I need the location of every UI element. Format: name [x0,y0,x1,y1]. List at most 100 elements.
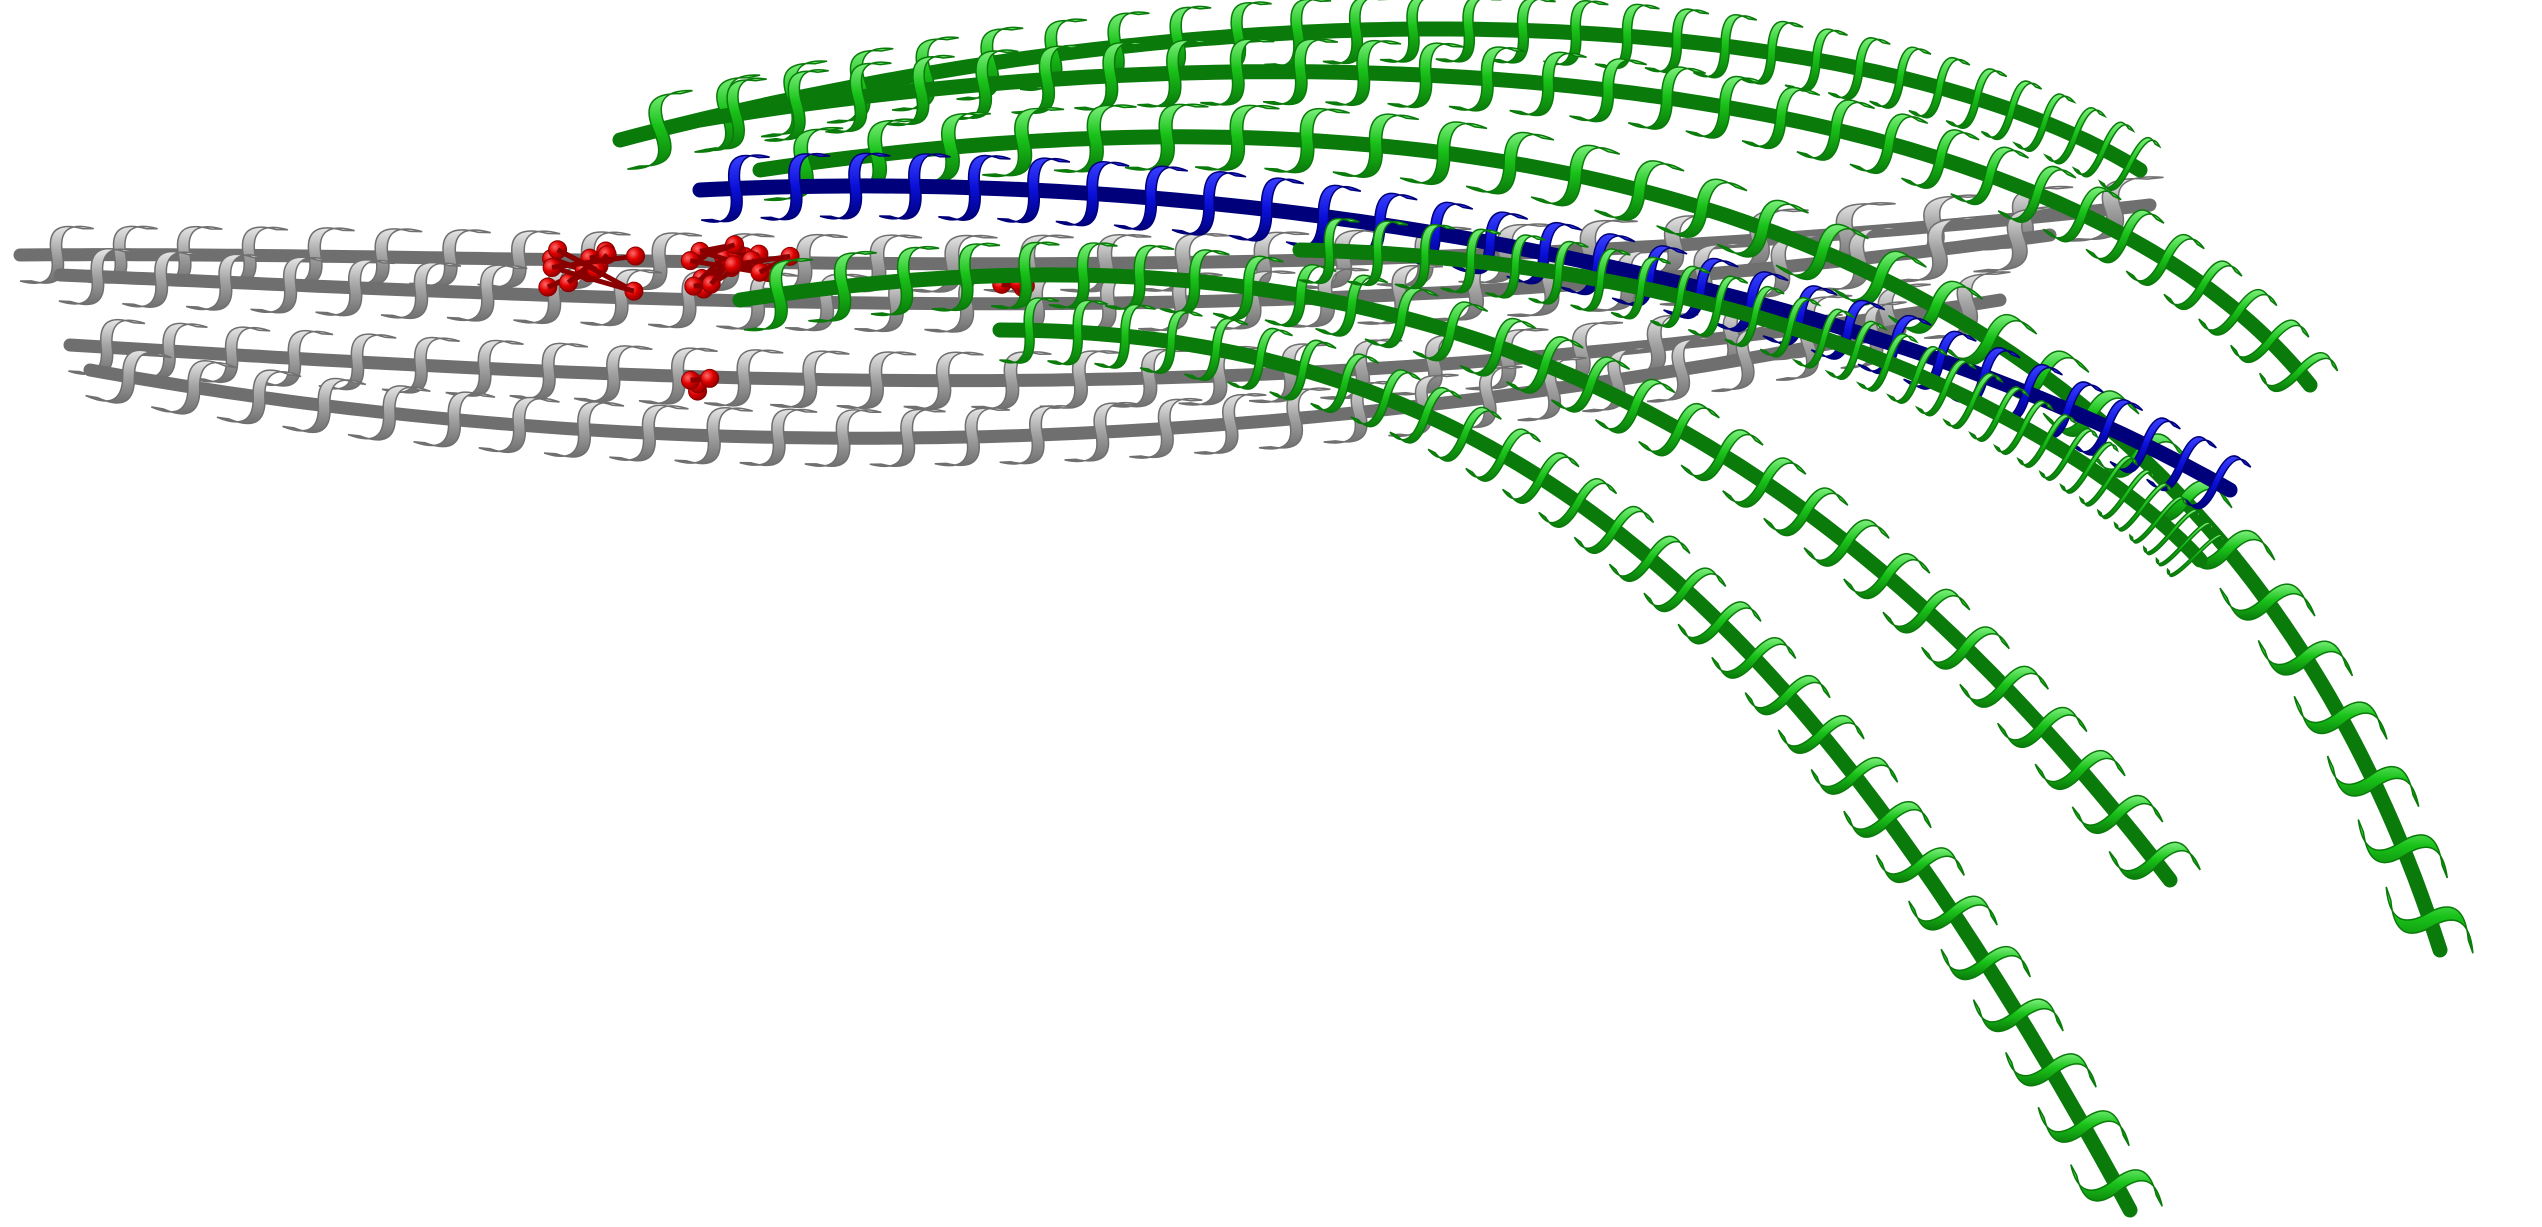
green-helix-back-2-turn [2085,209,2165,264]
blue-helix-1-turn [1228,177,1305,242]
green-helix-back-1-turn [627,89,693,170]
green-helix-front-2-turn [1501,452,1580,504]
grey-helix-2-turn [315,259,396,317]
green-helix-front-2-turn [1227,327,1293,390]
green-helix-back-2-turn [1796,99,1876,161]
green-helix-front-2-turn [1465,428,1542,482]
grey-helix-2-turn [446,264,528,322]
grey-helix-1-turn [409,229,491,287]
green-helix-bundle-front [732,217,2225,1218]
green-helix-front-3-turn [1942,372,2004,429]
green-helix-front-2-turn [1940,945,2031,981]
green-helix-front-1-turn [743,258,813,332]
grey-helix-1-turn [275,227,355,286]
grey-helix-4-turn [1517,356,1587,422]
green-helix-front-2-turn [1777,714,1865,755]
grey-helix-4-turn [543,401,625,458]
grey-helix-3-turn [130,322,208,380]
ligand-cluster-1 [538,240,646,301]
green-helix-front-2-turn [1608,535,1691,582]
grey-helix-4-turn [674,407,753,465]
green-helix-front-2-backbone [992,322,2138,1218]
green-helix-front-2-turn [1047,299,1109,366]
green-helix-front-2-turn [1711,637,1797,679]
green-helix-back-3-turn [1124,103,1209,171]
green-helix-back-1-turn [1945,68,2008,129]
green-helix-front-2-turn [2070,1164,2163,1207]
grey-helix-4-turn [934,407,1010,467]
green-helix-back-3-turn [1716,199,1809,258]
green-helix-front-2-turn [1677,601,1762,645]
green-helix-front-1-turn [2034,749,2126,791]
green-helix-back-2-turn [1011,44,1083,115]
grey-helix-4-turn [347,385,431,441]
blue-helix-1-turn [2146,436,2217,492]
green-helix-front-2-turn [1744,674,1831,716]
green-helix-front-3-turn [2059,441,2119,494]
grey-helix-3-turn [1465,328,1549,391]
ligand-bond [551,265,635,294]
green-helix-back-2-turn [2163,260,2243,311]
grey-helix-3-turn [903,351,984,410]
green-helix-front-2-turn [1094,303,1156,369]
green-helix-back-3-turn [909,111,991,184]
grey-helix-1-turn [477,230,561,288]
ligand-bond [556,247,636,294]
grey-helix-3-turn [192,326,271,384]
grey-helix-3-turn [1539,321,1624,385]
green-helix-front-1-turn [1550,356,1631,413]
green-helix-front-3-turn [1298,217,1360,285]
green-helix-front-1-turn [1412,301,1489,362]
green-helix-front-3-turn [2166,533,2225,578]
green-helix-back-3-turn [2293,695,2388,740]
grey-helix-4-turn [150,360,237,415]
grey-helix-4-turn [1258,387,1331,450]
green-helix-back-1-turn [1644,8,1710,74]
grey-helix-2-turn [58,248,137,306]
green-helix-front-2 [992,297,2163,1218]
grey-helix-4-turn [1129,397,1203,459]
green-helix-back-3-turn [1941,313,2038,366]
green-helix-front-1-turn [1843,553,1931,600]
green-helix-back-2-turn [825,61,892,134]
green-helix-back-2-turn [1685,75,1764,139]
green-helix-front-2-turn [1427,406,1502,462]
green-helix-front-3-turn [1485,234,1546,299]
green-helix-front-2-turn [1875,847,1965,884]
green-helix-back-3-turn [982,107,1065,178]
green-helix-front-3-turn [2016,413,2077,468]
green-helix-front-1-turn [2071,794,2164,835]
grey-helix-4-turn [609,404,689,462]
green-helix-front-3-turn [1610,256,1672,320]
green-helix-front-3-turn [1993,400,2054,455]
green-helix-front-1-turn [2108,841,2201,880]
green-helix-front-1-turn [1921,626,2010,670]
green-helix-back-1-turn [1693,14,1758,79]
green-helix-front-1-turn [808,251,877,323]
green-helix-back-3-turn [1775,223,1869,281]
grey-helix-3-turn [509,342,589,400]
green-helix-front-3-turn [1914,359,1977,417]
grey-helix-3-turn [971,351,1052,410]
green-helix-front-3-turn [1440,228,1502,294]
green-helix-front-1-turn [1505,336,1584,394]
green-helix-back-2-turn [1074,41,1147,111]
green-helix-front-2-turn [1972,998,2064,1033]
green-helix-back-3-turn [1530,144,1621,207]
grey-helix-4-turn [1194,393,1267,455]
green-helix-front-1-turn [1459,317,1537,377]
green-helix-front-1-turn [1803,519,1890,567]
green-helix-back-1-turn [2043,107,2108,165]
green-helix-front-2-turn [1139,309,1203,375]
green-helix-bundle-back [612,0,2474,958]
green-helix-back-2-turn [1137,39,1211,108]
green-helix-back-2-turn [2230,319,2310,363]
green-helix-back-2-turn [1509,51,1587,117]
green-helix-front-3-turn [1687,275,1749,338]
grey-helix-3-turn [1614,313,1699,378]
green-helix-back-2-turn [1569,58,1648,123]
green-helix-front-1-turn [1048,242,1118,309]
green-helix-back-1-turn [2012,93,2077,152]
green-helix-back-1-turn [1739,20,1804,85]
